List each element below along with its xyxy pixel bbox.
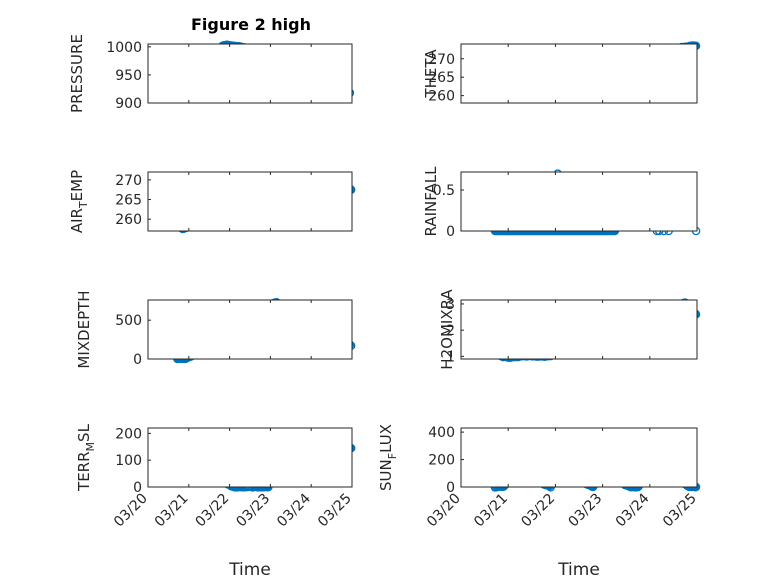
x-tick-label: 03/25 xyxy=(315,491,355,531)
x-tick-label: 03/24 xyxy=(274,490,314,530)
x-tick-label: 03/21 xyxy=(152,491,192,531)
y-axis-label: PRESSURE xyxy=(68,34,86,113)
y-axis-label: TERRMSL xyxy=(75,423,97,492)
axes-box xyxy=(147,427,353,488)
y-tick-label: 500 xyxy=(115,313,142,329)
x-tick-label: 03/22 xyxy=(193,491,233,531)
y-axis-label: AIRTEMP xyxy=(68,170,90,233)
x-tick-label: 03/23 xyxy=(233,491,273,531)
axes-box xyxy=(147,43,353,104)
y-tick-label: 200 xyxy=(428,453,455,469)
y-axis-label: MIXDEPTH xyxy=(75,290,93,368)
y-tick-label: 0 xyxy=(133,352,142,368)
y-tick-label: 900 xyxy=(115,96,142,112)
x-axis-label: Time xyxy=(557,560,600,580)
y-tick-label: 950 xyxy=(115,68,142,84)
y-tick-label: 260 xyxy=(115,212,142,228)
axes-box xyxy=(147,171,353,232)
y-tick-label: 265 xyxy=(115,193,142,209)
axes-box xyxy=(460,171,698,232)
axes-box xyxy=(460,43,698,104)
y-tick-label: 100 xyxy=(115,453,142,469)
axes-box xyxy=(460,427,698,488)
y-axis-label: RAINFALL xyxy=(422,166,440,237)
y-tick-label: 0.5 xyxy=(433,183,455,199)
y-tick-label: 1 xyxy=(446,349,455,365)
subplot-sun_flux: 0 200 400 03/20 03/21 03/22 03/23 03/24 03/25 SUN… xyxy=(377,424,701,580)
x-tick-label: 03/21 xyxy=(471,491,511,531)
axes-box xyxy=(147,299,353,360)
y-tick-label: 2 xyxy=(446,323,455,339)
axes-box xyxy=(460,299,698,360)
y-tick-label: 265 xyxy=(428,70,455,86)
x-tick-label: 03/23 xyxy=(566,491,606,531)
x-tick-label: 03/22 xyxy=(518,491,558,531)
subplot-terr_msl: 0 100 200 03/20 03/21 03/22 03/23 03/24 03/25 TER… xyxy=(75,423,356,580)
y-tick-label: 3 xyxy=(446,297,455,313)
y-tick-label: 270 xyxy=(115,173,142,189)
figure-title: Figure 2 high xyxy=(191,15,311,34)
y-axis-label: H2OMIXRA xyxy=(438,289,456,370)
y-tick-label: 1000 xyxy=(106,40,142,56)
x-tick-label: 03/20 xyxy=(424,491,464,531)
x-tick-label: 03/20 xyxy=(111,491,151,531)
y-tick-label: 0 xyxy=(133,480,142,496)
y-tick-label: 400 xyxy=(428,425,455,441)
y-tick-label: 0 xyxy=(446,480,455,496)
y-tick-label: 0 xyxy=(446,224,455,240)
x-tick-label: 03/24 xyxy=(613,490,653,530)
subplot-air_temp: 260 265 270 AIRTEMP xyxy=(68,170,356,234)
y-tick-label: 200 xyxy=(115,426,142,442)
x-tick-label: 03/25 xyxy=(660,491,700,531)
y-axis-label: SUNFLUX xyxy=(377,424,399,491)
subplot-mixdepth: 0 500 MIXDEPTH xyxy=(75,290,356,369)
y-axis-label: THETA xyxy=(422,49,440,99)
x-axis-label: Time xyxy=(228,560,271,580)
y-tick-label: 270 xyxy=(428,52,455,68)
y-tick-label: 260 xyxy=(428,89,455,105)
subplot-pressure: 900 950 1000 PRESSURE xyxy=(68,34,355,113)
